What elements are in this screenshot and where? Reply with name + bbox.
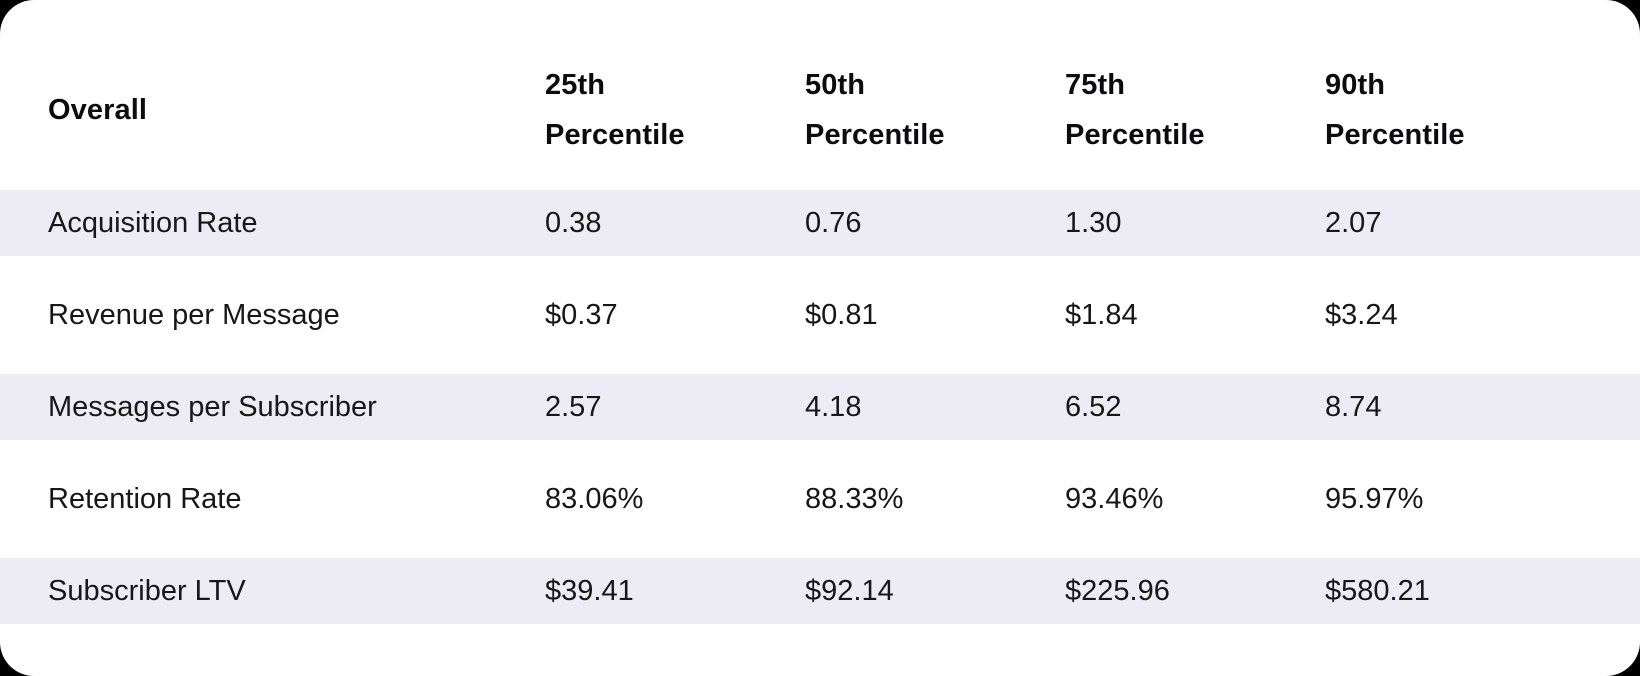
table-row: Acquisition Rate 0.38 0.76 1.30 2.07 [0,190,1640,256]
column-header-label: 50th Percentile [805,69,945,151]
table-body: Acquisition Rate 0.38 0.76 1.30 2.07 Rev… [0,190,1640,624]
row-value: $580.21 [1325,575,1430,607]
table-row: Revenue per Message $0.37 $0.81 $1.84 $3… [0,282,1640,348]
table-row: Retention Rate 83.06% 88.33% 93.46% 95.9… [0,466,1640,532]
row-value: 1.30 [1065,207,1122,239]
row-value: $225.96 [1065,575,1170,607]
row-value: 95.97% [1325,483,1424,515]
row-value: $39.41 [545,575,634,607]
row-value: 93.46% [1065,483,1164,515]
row-value: $0.81 [805,299,878,331]
row-label: Messages per Subscriber [48,391,377,423]
row-value: 83.06% [545,483,644,515]
row-value: 0.38 [545,207,602,239]
column-header-label: 75th Percentile [1065,69,1205,151]
column-header-90th-percentile: 90th Percentile [1325,60,1640,160]
row-value: $92.14 [805,575,894,607]
row-value: 4.18 [805,391,862,423]
row-value: $0.37 [545,299,618,331]
row-label: Acquisition Rate [48,207,258,239]
column-header-50th-percentile: 50th Percentile [805,60,1065,160]
row-value: 0.76 [805,207,862,239]
row-value: $3.24 [1325,299,1398,331]
column-header-75th-percentile: 75th Percentile [1065,60,1325,160]
row-value: 2.57 [545,391,602,423]
column-header-label: Overall [48,94,148,126]
column-header-label: 25th Percentile [545,69,685,151]
row-value: 8.74 [1325,391,1382,423]
table-header-row: Overall 25th Percentile 50th Percentile … [0,0,1640,190]
row-value: 2.07 [1325,207,1382,239]
row-label: Revenue per Message [48,299,340,331]
row-label: Subscriber LTV [48,575,246,607]
column-header-label: 90th Percentile [1325,69,1465,151]
table-row: Messages per Subscriber 2.57 4.18 6.52 8… [0,374,1640,440]
column-header-25th-percentile: 25th Percentile [545,60,805,160]
table-row: Subscriber LTV $39.41 $92.14 $225.96 $58… [0,558,1640,624]
column-header-overall: Overall [0,85,545,135]
row-value: $1.84 [1065,299,1138,331]
row-label: Retention Rate [48,483,242,515]
row-value: 88.33% [805,483,904,515]
row-value: 6.52 [1065,391,1122,423]
